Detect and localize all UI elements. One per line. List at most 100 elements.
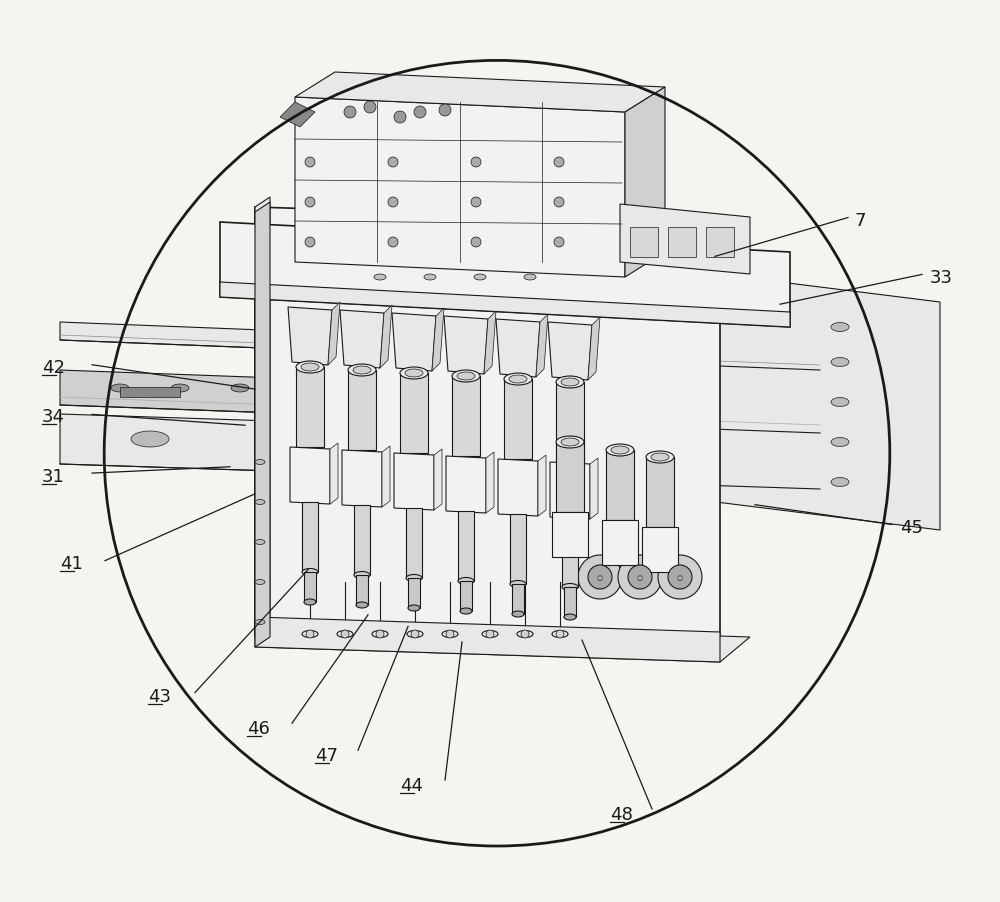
Ellipse shape (255, 540, 265, 545)
Ellipse shape (611, 446, 629, 455)
Text: 45: 45 (900, 519, 923, 537)
Ellipse shape (255, 500, 265, 505)
Polygon shape (340, 310, 384, 369)
Polygon shape (295, 73, 665, 113)
Ellipse shape (353, 366, 371, 374)
Circle shape (388, 158, 398, 168)
Ellipse shape (474, 275, 486, 281)
Polygon shape (446, 456, 486, 513)
Polygon shape (280, 103, 315, 128)
Polygon shape (590, 458, 598, 520)
Circle shape (521, 630, 529, 639)
Polygon shape (484, 312, 496, 374)
Circle shape (394, 112, 406, 124)
Text: 47: 47 (315, 746, 338, 764)
Polygon shape (380, 306, 392, 369)
Ellipse shape (452, 371, 480, 382)
Bar (400, 373, 428, 454)
Ellipse shape (458, 578, 474, 584)
Circle shape (554, 158, 564, 168)
Circle shape (578, 556, 622, 599)
Circle shape (344, 106, 356, 119)
Bar (510, 514, 526, 584)
Ellipse shape (255, 460, 265, 465)
Bar (646, 457, 674, 528)
Bar (120, 388, 180, 398)
Ellipse shape (111, 384, 129, 392)
Polygon shape (330, 444, 338, 504)
Polygon shape (432, 308, 444, 372)
Bar (452, 376, 480, 456)
Circle shape (411, 630, 419, 639)
Text: 43: 43 (148, 687, 171, 705)
Ellipse shape (482, 630, 498, 638)
Text: 42: 42 (42, 359, 65, 377)
Ellipse shape (131, 431, 169, 447)
Ellipse shape (646, 452, 674, 464)
Text: ○: ○ (597, 575, 603, 580)
Polygon shape (255, 203, 270, 648)
Ellipse shape (504, 373, 532, 385)
Polygon shape (288, 308, 332, 365)
Polygon shape (255, 622, 750, 662)
Ellipse shape (831, 478, 849, 487)
Ellipse shape (509, 375, 527, 383)
Polygon shape (536, 315, 548, 378)
Circle shape (588, 566, 612, 589)
Circle shape (471, 198, 481, 207)
Ellipse shape (517, 630, 533, 638)
Ellipse shape (561, 438, 579, 446)
Text: 41: 41 (60, 555, 83, 573)
Polygon shape (496, 319, 540, 378)
Bar (562, 518, 578, 587)
Ellipse shape (564, 614, 576, 621)
Polygon shape (625, 87, 665, 278)
Ellipse shape (552, 630, 568, 638)
Ellipse shape (400, 368, 428, 380)
Polygon shape (498, 459, 538, 517)
Ellipse shape (354, 572, 370, 579)
Circle shape (364, 102, 376, 114)
Ellipse shape (372, 630, 388, 638)
Polygon shape (255, 207, 720, 652)
Circle shape (388, 198, 398, 207)
Circle shape (306, 630, 314, 639)
Bar (602, 520, 638, 566)
Polygon shape (548, 323, 592, 381)
Ellipse shape (524, 275, 536, 281)
Polygon shape (290, 447, 330, 504)
Ellipse shape (348, 364, 376, 376)
Bar (460, 582, 472, 612)
Ellipse shape (460, 608, 472, 614)
Ellipse shape (255, 620, 265, 625)
Bar (406, 509, 422, 578)
Text: 33: 33 (930, 269, 953, 287)
Circle shape (341, 630, 349, 639)
Text: 7: 7 (855, 212, 866, 230)
Polygon shape (328, 303, 340, 365)
Text: ○: ○ (637, 575, 643, 580)
Ellipse shape (562, 584, 578, 591)
Circle shape (414, 106, 426, 119)
Ellipse shape (561, 379, 579, 387)
Circle shape (628, 566, 652, 589)
Ellipse shape (442, 630, 458, 638)
Text: 44: 44 (400, 776, 423, 794)
Circle shape (554, 198, 564, 207)
Ellipse shape (831, 323, 849, 332)
Bar (642, 528, 678, 573)
Circle shape (554, 238, 564, 248)
Text: 48: 48 (610, 805, 633, 823)
Ellipse shape (374, 275, 386, 281)
Circle shape (305, 238, 315, 248)
Circle shape (618, 556, 662, 599)
Bar (564, 587, 576, 617)
Polygon shape (220, 223, 790, 327)
Bar (556, 382, 584, 463)
Bar (504, 380, 532, 459)
Bar (296, 368, 324, 447)
Polygon shape (394, 454, 434, 511)
Ellipse shape (512, 612, 524, 617)
Ellipse shape (831, 398, 849, 407)
Ellipse shape (606, 445, 634, 456)
